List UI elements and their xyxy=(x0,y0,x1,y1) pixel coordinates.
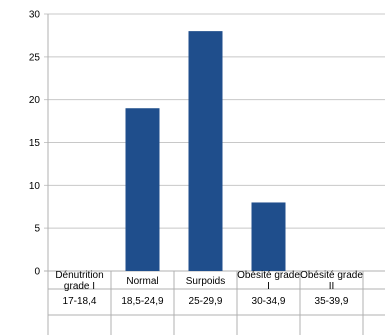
category-label: Dénutrition xyxy=(55,270,103,281)
bar xyxy=(251,202,286,271)
bar xyxy=(125,108,160,271)
y-tick-label: 10 xyxy=(29,181,41,192)
category-label: Surpoids xyxy=(186,276,225,287)
range-label: 18,5-24,9 xyxy=(121,296,164,307)
y-tick-label: 25 xyxy=(29,52,41,63)
y-tick-label: 0 xyxy=(34,267,40,278)
category-label: I xyxy=(267,281,270,292)
range-label: 30-34,9 xyxy=(252,296,286,307)
category-label: Obésité grade xyxy=(237,270,300,281)
range-label: 17-18,4 xyxy=(63,296,97,307)
y-tick-label: 30 xyxy=(29,10,41,21)
category-label: grade I xyxy=(64,281,95,292)
y-tick-label: 15 xyxy=(29,138,41,149)
category-label: Normal xyxy=(126,276,158,287)
category-label: Obésité grade xyxy=(300,270,363,281)
range-label: 35-39,9 xyxy=(315,296,349,307)
y-tick-label: 5 xyxy=(34,224,40,235)
bar xyxy=(188,31,223,272)
category-label: II xyxy=(329,281,335,292)
range-label: 25-29,9 xyxy=(189,296,223,307)
y-tick-label: 20 xyxy=(29,95,41,106)
